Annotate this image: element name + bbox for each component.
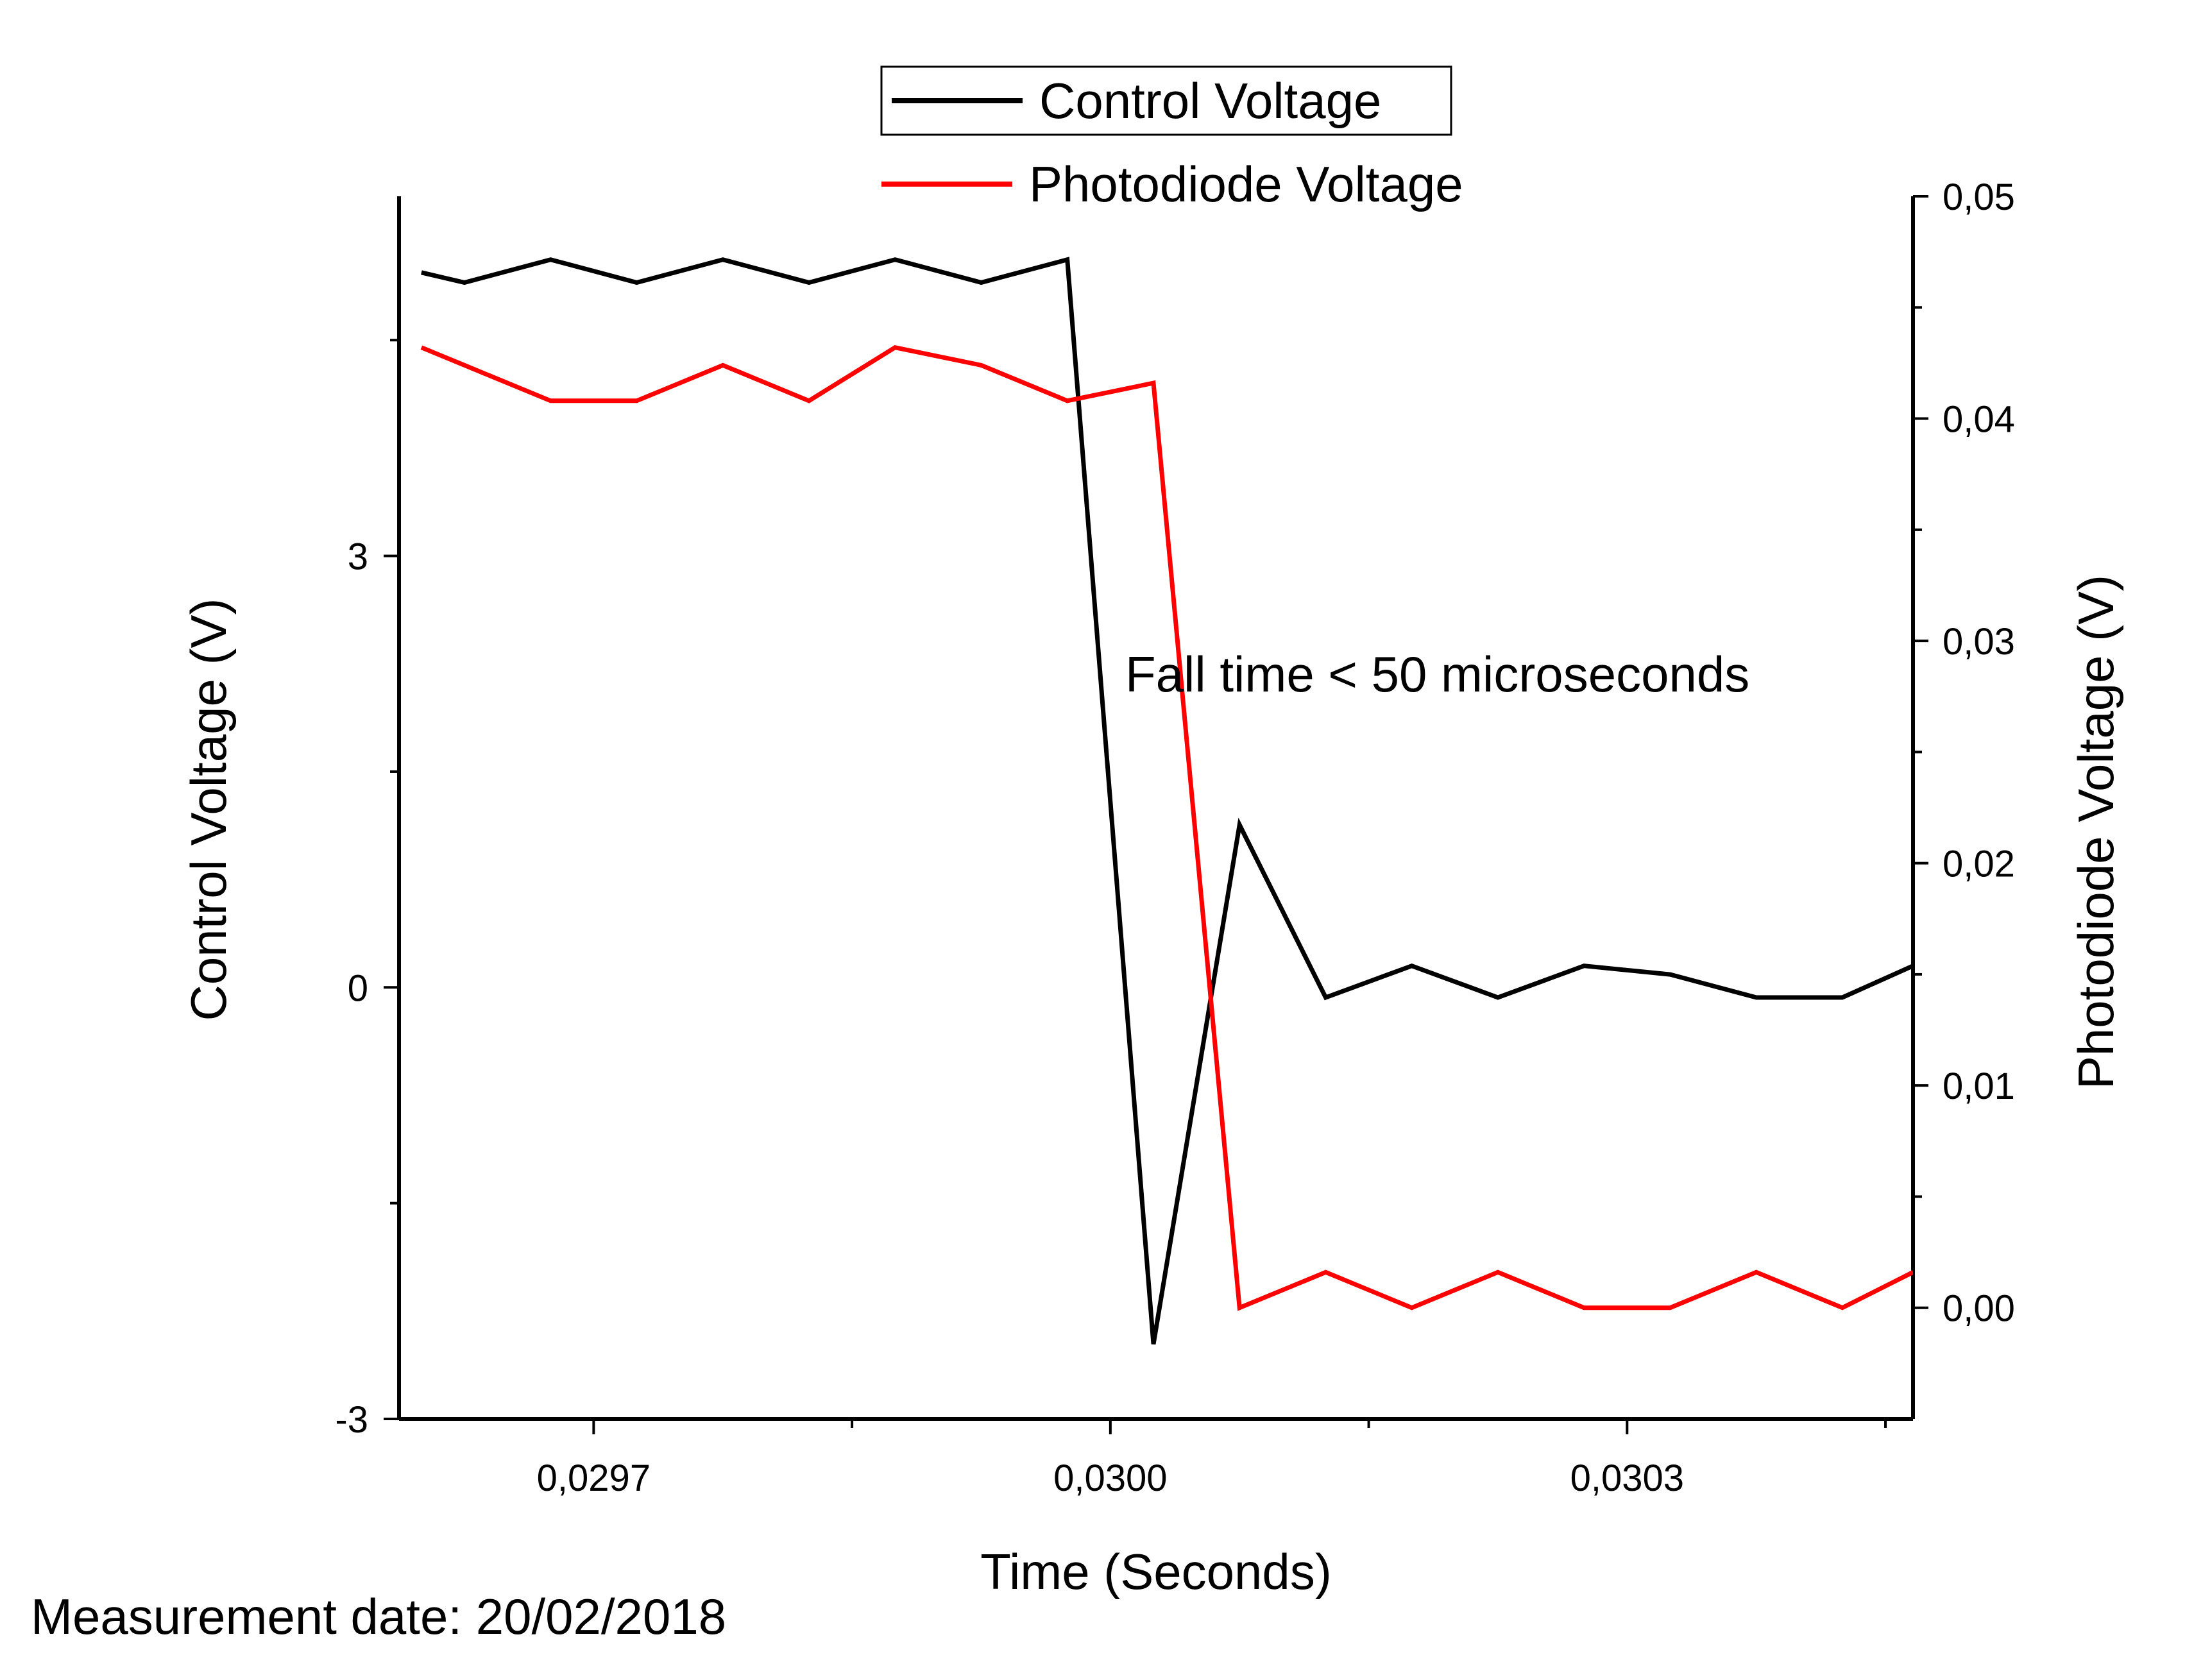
legend-label-control-voltage: Control Voltage (1039, 72, 1381, 129)
x-tick-label: 0,0303 (1570, 1457, 1684, 1499)
series-line-photodiode-voltage (420, 344, 1913, 1311)
legend: Control Voltage Photodiode Voltage (880, 65, 1463, 212)
legend-label-photodiode-voltage: Photodiode Voltage (1029, 156, 1463, 212)
right-y-axis-title: Photodiode Voltage (V) (2068, 575, 2124, 1089)
axes (397, 196, 1915, 1421)
right-y-tick-label: 0,00 (1943, 1288, 2015, 1330)
right-y-tick-label: 0,05 (1943, 176, 2015, 218)
right-y-tick-label: 0,01 (1943, 1065, 2015, 1107)
x-tick-label: 0,0297 (537, 1457, 651, 1499)
right-y-tick-label: 0,02 (1943, 844, 2015, 885)
left-y-tick-label: 3 (348, 536, 368, 578)
left-y-tick-label: -3 (335, 1399, 368, 1441)
x-axis-title: Time (Seconds) (980, 1543, 1332, 1600)
x-tick-label: 0,0300 (1053, 1457, 1167, 1499)
fall-time-annotation: Fall time < 50 microseconds (1125, 646, 1749, 702)
right-y-tick-label: 0,04 (1943, 399, 2015, 441)
left-y-tick-label: 0 (348, 967, 368, 1009)
right-y-tick-label: 0,03 (1943, 621, 2015, 663)
left-y-axis-title: Control Voltage (V) (180, 598, 237, 1021)
legend-box-control (880, 65, 1452, 136)
series-layer (420, 257, 1913, 1345)
series-line-control-voltage (421, 257, 1913, 1345)
ticks: 0,0297 0,0300 0,0303 -3 0 3 0,00 0,01 0,02 0,03 0,… (335, 176, 2014, 1499)
measurement-date-footnote: Measurement date: 20/02/2018 (31, 1588, 726, 1645)
